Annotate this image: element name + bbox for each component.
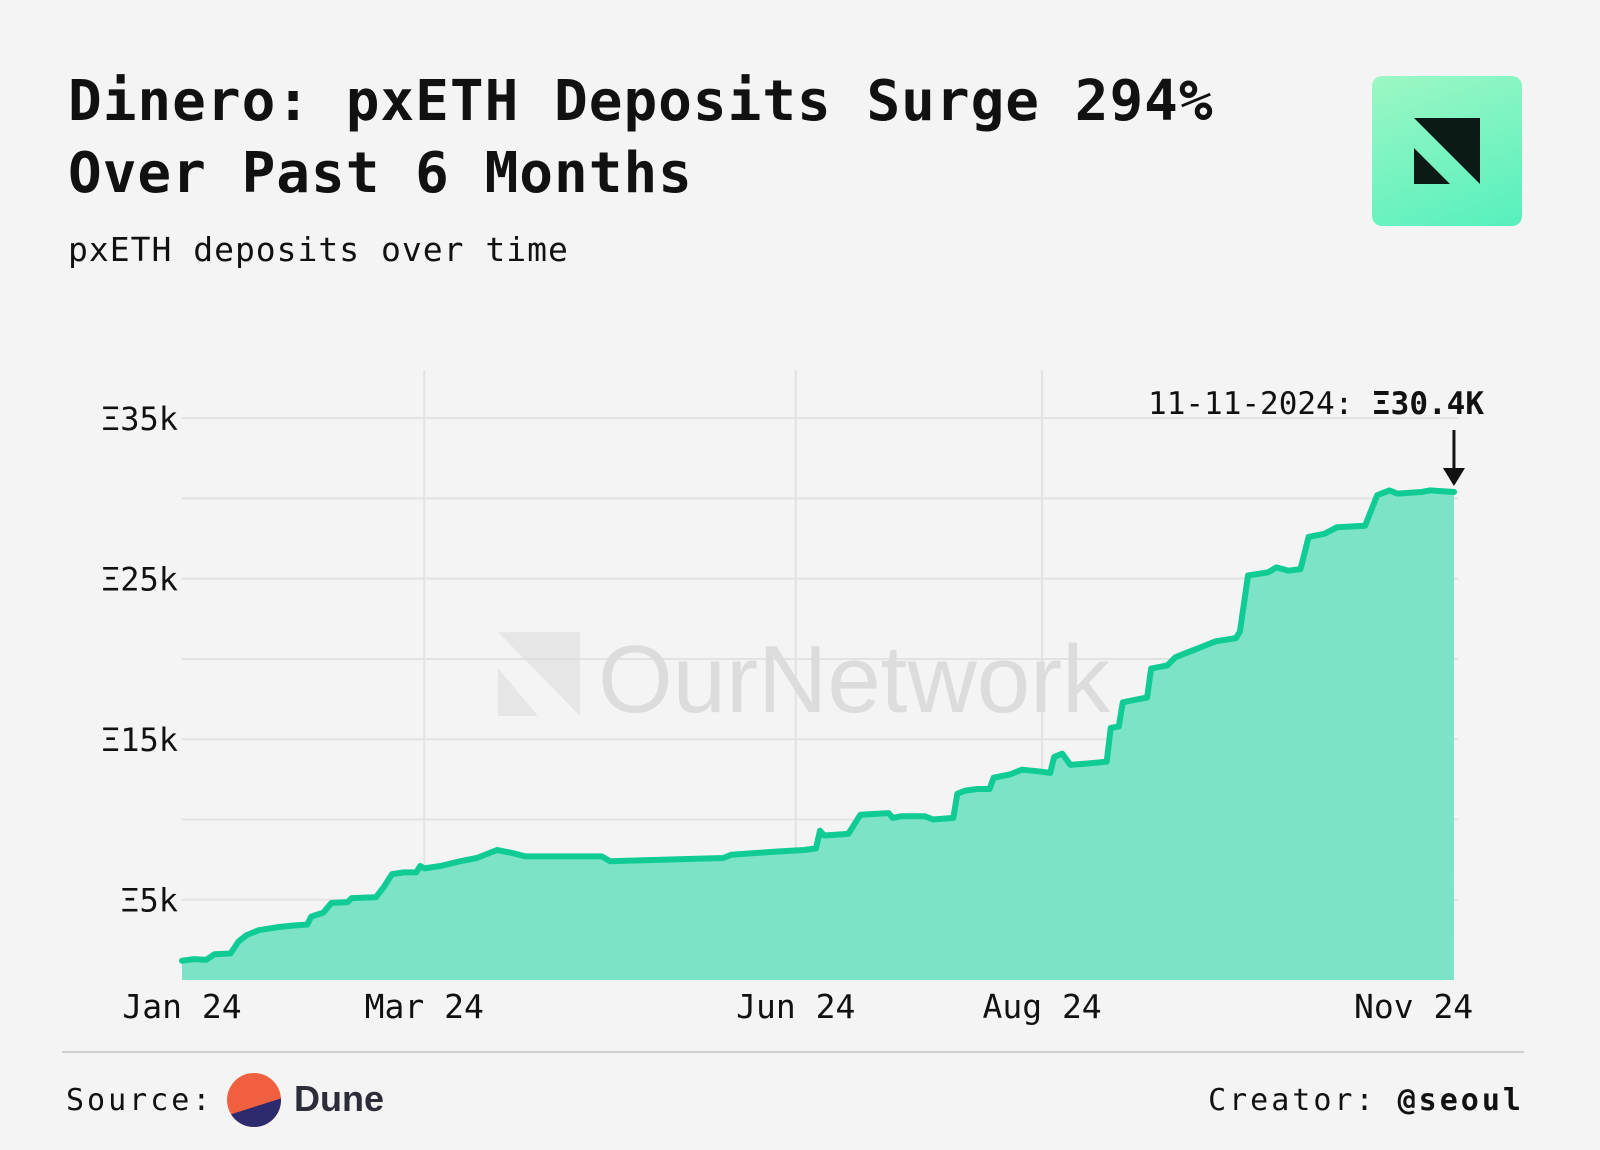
creator-credit: Creator: @seoul: [1208, 1083, 1524, 1118]
series-line: [179, 487, 1457, 964]
area-chart: OurNetwork Ξ5k Ξ15k Ξ25k Ξ35k Jan 24 Mar 24 Jun…: [101, 370, 1484, 1026]
y-tick-label: Ξ35k: [101, 400, 178, 438]
dune-source-name: Dune: [294, 1078, 384, 1119]
x-tick-label: Aug 24: [982, 987, 1101, 1026]
y-tick-label: Ξ5k: [120, 882, 178, 920]
chart-subtitle: pxETH deposits over time: [68, 230, 569, 269]
footer-divider: [62, 1051, 1524, 1053]
ournetwork-logo-icon: [1372, 76, 1522, 226]
x-tick-label: Jan 24: [122, 987, 241, 1026]
y-tick-label: Ξ25k: [101, 561, 178, 599]
creator-handle: @seoul: [1397, 1083, 1524, 1118]
x-tick-label: Nov 24: [1354, 987, 1473, 1026]
area-fill: [182, 490, 1454, 980]
ournetwork-watermark: [498, 632, 580, 716]
annotation-label: 11-11-2024: Ξ30.4K: [1148, 386, 1484, 422]
y-tick-label: Ξ15k: [101, 721, 178, 759]
x-tick-label: Jun 24: [736, 987, 855, 1026]
chart-title: Dinero: pxETH Deposits Surge 294% Over P…: [68, 69, 1214, 206]
creator-label: Creator:: [1208, 1083, 1377, 1118]
x-tick-label: Mar 24: [365, 987, 484, 1026]
watermark-text: OurNetwork: [598, 626, 1111, 733]
dune-logo-icon: [227, 1073, 281, 1127]
source-label: Source:: [66, 1083, 214, 1118]
annotation-arrow-head: [1442, 468, 1465, 486]
